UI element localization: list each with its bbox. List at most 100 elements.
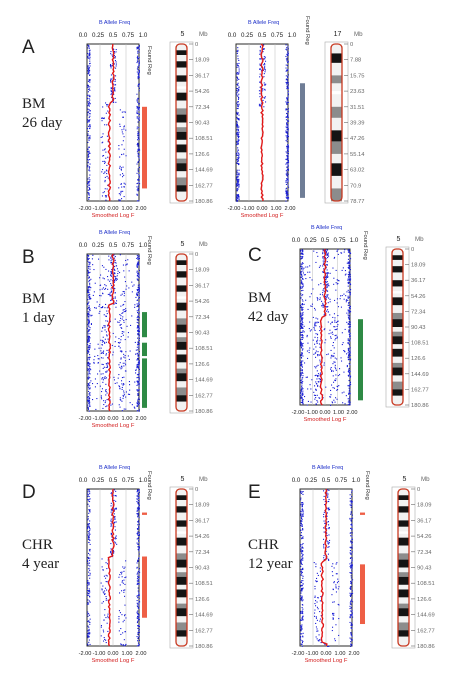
cytoband-d-1 [176, 495, 187, 501]
bottom-axis-label-b: Smoothed Log F [92, 423, 135, 429]
cytoband-b-10 [176, 310, 187, 319]
cytoband-e-7 [398, 531, 409, 535]
found-reg-label-a2: Found Reg [304, 16, 310, 45]
cytoband-e-11 [398, 553, 409, 560]
found-region-bar-a2-0 [300, 83, 305, 198]
cytoband-b-20 [176, 373, 187, 382]
bottom-tick-label-a2-2: 0.00 [257, 206, 268, 212]
panel-e-sample-line2: 12 year [248, 556, 293, 572]
cytoband-d-18 [176, 597, 187, 604]
cytoband-c-23 [392, 389, 403, 396]
top-tick-label-b-0: 0.0 [79, 242, 88, 249]
cytoband-c-19 [392, 362, 403, 368]
top-axis-title-d: B Allele Freq [99, 465, 130, 471]
cytoband-d-6 [176, 526, 187, 532]
top-tick-label-c-4: 1.0 [350, 237, 359, 244]
bottom-tick-label-b-0: -2.00 [79, 416, 92, 422]
mb-tick-label-d-6: 108.51 [195, 581, 213, 587]
mb-tick-label-c-10: 180.86 [411, 403, 429, 409]
found-region-bar-a-0 [142, 106, 147, 189]
cytoband-c-21 [392, 375, 403, 382]
cytoband-c-0 [392, 249, 403, 256]
cytoband-c-6 [392, 286, 403, 292]
found-region-bar-b-2 [142, 358, 147, 408]
mb-tick-label-b-7: 126.6 [195, 362, 210, 368]
cytoband-e-15 [398, 576, 409, 586]
cytoband-e-20 [398, 608, 409, 617]
cytoband-a-11 [176, 108, 187, 115]
top-tick-label-e-4: 1.0 [352, 477, 361, 484]
top-axis-title-e: B Allele Freq [312, 465, 343, 471]
top-tick-label-c-3: 0.75 [333, 237, 346, 244]
mb-tick-label-a2-5: 39.39 [350, 121, 365, 127]
cytoband-b-0 [176, 254, 187, 261]
cytoband-c-8 [392, 293, 403, 298]
chromosome-outline-c [391, 248, 404, 406]
cytoband-e-13 [398, 567, 409, 573]
cytoband-a2-0 [331, 44, 342, 54]
mb-tick-label-a2-0: 0 [350, 42, 353, 48]
mb-tick-label-a-1: 18.09 [195, 58, 210, 64]
mb-tick-label-c-0: 0 [411, 247, 414, 253]
top-tick-label-e-0: 0.0 [292, 477, 301, 484]
cytoband-a-13 [176, 122, 187, 128]
mb-label-c: Mb [415, 236, 424, 243]
cytoband-a-4 [176, 67, 187, 76]
top-tick-label-c-2: 0.5 [321, 237, 330, 244]
cytoband-d-3 [176, 506, 187, 513]
mb-tick-label-a2-9: 70.9 [350, 183, 361, 189]
cytoband-d-8 [176, 533, 187, 538]
mb-tick-label-d-7: 126.6 [195, 597, 210, 603]
panel-e-sample-line1: CHR [248, 537, 279, 553]
mb-tick-label-c-5: 90.43 [411, 325, 426, 331]
bottom-tick-label-e-0: -2.00 [292, 651, 305, 657]
cytoband-d-0 [176, 489, 187, 496]
logr-trace-d [107, 488, 115, 647]
baf-points-c [300, 249, 352, 406]
cytoband-d-13 [176, 567, 187, 573]
mb-tick-label-d-1: 18.09 [195, 503, 210, 509]
cytoband-b-13 [176, 332, 187, 338]
top-tick-label-a2-2: 0.5 [258, 32, 267, 39]
baf-points-e [300, 489, 354, 647]
mb-label-e: Mb [421, 476, 430, 483]
cytoband-a-1 [176, 50, 187, 56]
top-tick-label-c-1: 0.25 [304, 237, 317, 244]
mb-label-b: Mb [199, 241, 208, 248]
found-reg-label-e: Found Reg [364, 471, 370, 500]
panel-b-sample-line2: 1 day [22, 310, 55, 326]
panel-a-sample-line1: BM [22, 96, 46, 112]
mb-tick-label-e-7: 126.6 [417, 597, 432, 603]
cytoband-a2-12 [331, 163, 342, 177]
bottom-tick-label-e-1: -1.00 [306, 651, 319, 657]
mb-tick-label-a2-7: 55.14 [350, 152, 365, 158]
top-tick-label-a-4: 1.0 [139, 32, 148, 39]
bottom-tick-label-d-0: -2.00 [79, 651, 92, 657]
cytoband-a2-6 [331, 94, 342, 108]
logr-trace-c [319, 248, 327, 406]
bottom-tick-label-a2-3: 1.00 [271, 206, 282, 212]
mb-tick-label-a-9: 162.77 [195, 183, 213, 189]
bottom-tick-label-c-0: -2.00 [292, 410, 305, 416]
cytoband-c-16 [392, 344, 403, 350]
cytoband-d-14 [176, 572, 187, 578]
mb-tick-label-e-4: 72.34 [417, 550, 432, 556]
top-tick-label-c-0: 0.0 [292, 237, 301, 244]
bottom-tick-label-a2-0: -2.00 [228, 206, 241, 212]
mb-tick-label-d-5: 90.43 [195, 566, 210, 572]
mb-tick-label-a2-2: 15.75 [350, 73, 365, 79]
mb-label-a: Mb [199, 31, 208, 38]
mb-tick-label-c-6: 108.51 [411, 341, 429, 347]
mb-tick-label-e-6: 108.51 [417, 581, 435, 587]
mb-tick-label-c-3: 54.26 [411, 294, 426, 300]
mb-tick-label-a-8: 144.69 [195, 168, 213, 174]
mb-tick-label-e-5: 90.43 [417, 566, 432, 572]
bottom-tick-label-e-2: 0.00 [321, 651, 332, 657]
cytoband-c-15 [392, 336, 403, 345]
cytoband-b-3 [176, 271, 187, 278]
cytoband-d-4 [176, 512, 187, 521]
found-region-bar-b-0 [142, 312, 147, 338]
cytoband-b-11 [176, 318, 187, 325]
cytoband-e-10 [398, 545, 409, 554]
cytoband-d-7 [176, 531, 187, 535]
